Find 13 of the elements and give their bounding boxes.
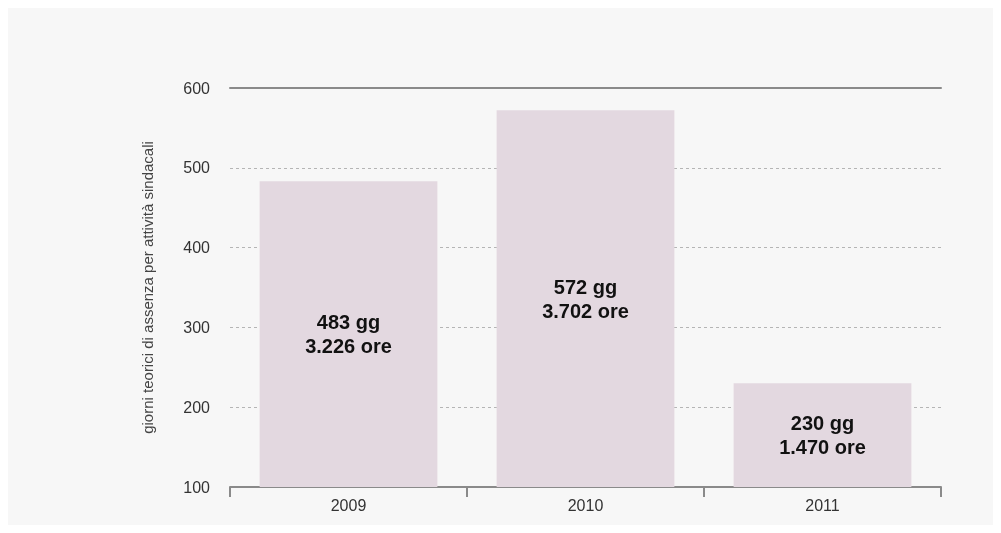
- data-label: 572 gg 3.702 ore: [542, 275, 629, 322]
- y-tick-label: 100: [183, 478, 211, 496]
- x-tick-label: 2010: [567, 496, 604, 514]
- y-tick-label: 500: [183, 159, 211, 177]
- x-tick-label: 2011: [805, 496, 840, 514]
- data-label: 230 gg 1.470 ore: [779, 412, 866, 459]
- y-tick-label: 300: [183, 318, 211, 336]
- x-tick-label: 2009: [330, 496, 367, 514]
- y-axis-title: giorni teorici di assenza per attività sindacali: [139, 141, 156, 434]
- y-tick-label: 200: [183, 398, 211, 416]
- y-tick-label: 400: [183, 239, 211, 257]
- data-label: 483 gg 3.226 ore: [305, 311, 392, 358]
- y-tick-label: 600: [183, 79, 211, 97]
